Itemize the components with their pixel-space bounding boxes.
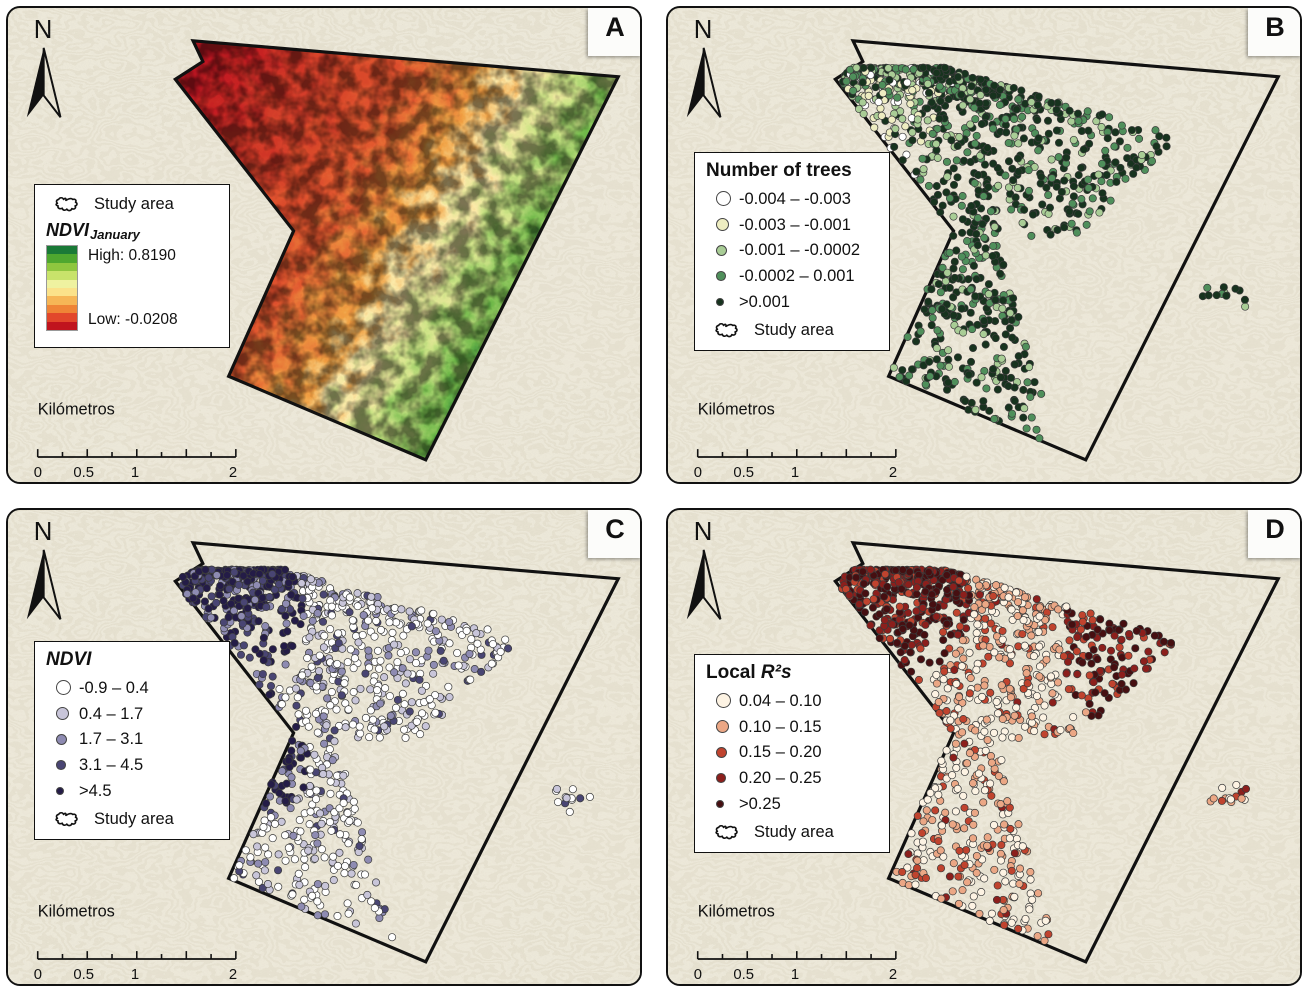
svg-text:1: 1 bbox=[791, 967, 799, 983]
svg-text:Kilómetros: Kilómetros bbox=[698, 400, 775, 418]
svg-text:N: N bbox=[694, 16, 713, 44]
svg-text:2: 2 bbox=[229, 967, 237, 983]
svg-text:N: N bbox=[34, 518, 53, 546]
svg-text:Kilómetros: Kilómetros bbox=[698, 902, 775, 920]
svg-text:1: 1 bbox=[791, 465, 799, 481]
svg-text:1: 1 bbox=[131, 465, 139, 481]
svg-text:Kilómetros: Kilómetros bbox=[38, 400, 115, 418]
svg-text:2: 2 bbox=[229, 465, 237, 481]
svg-text:0.5: 0.5 bbox=[733, 465, 754, 481]
svg-text:Kilómetros: Kilómetros bbox=[38, 902, 115, 920]
svg-text:0.5: 0.5 bbox=[733, 967, 754, 983]
svg-text:0: 0 bbox=[694, 967, 702, 983]
svg-text:0.5: 0.5 bbox=[73, 465, 94, 481]
svg-text:N: N bbox=[34, 16, 53, 44]
svg-text:0: 0 bbox=[694, 465, 702, 481]
svg-text:2: 2 bbox=[889, 967, 897, 983]
svg-text:0: 0 bbox=[34, 465, 42, 481]
svg-text:N: N bbox=[694, 518, 713, 546]
svg-text:1: 1 bbox=[131, 967, 139, 983]
svg-text:0.5: 0.5 bbox=[73, 967, 94, 983]
svg-text:0: 0 bbox=[34, 967, 42, 983]
svg-text:2: 2 bbox=[889, 465, 897, 481]
